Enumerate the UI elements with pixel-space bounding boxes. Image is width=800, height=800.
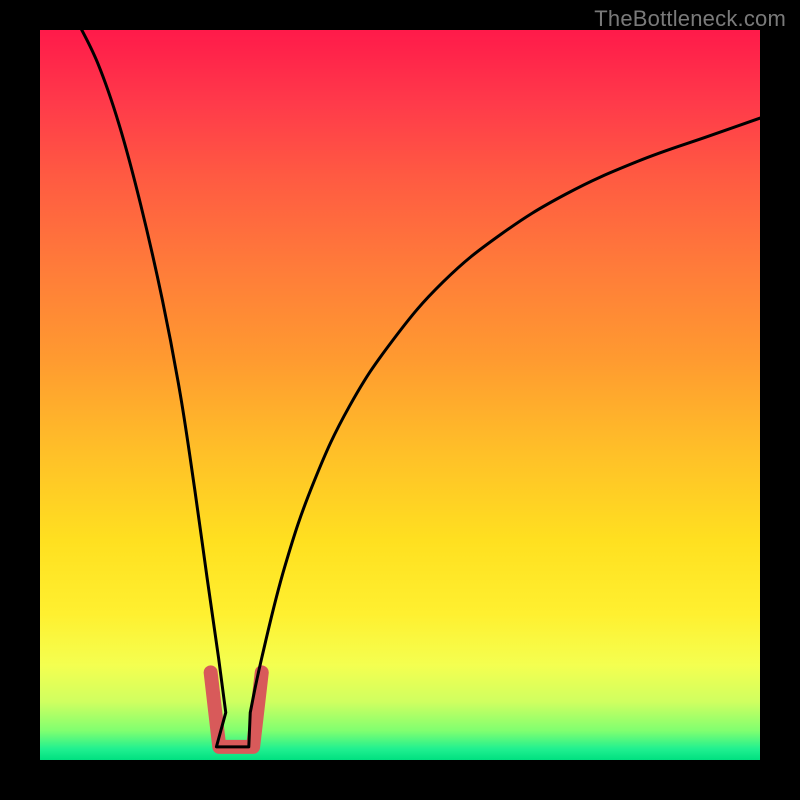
watermark-text: TheBottleneck.com (594, 6, 786, 32)
curve-line (76, 30, 760, 747)
plot-area (40, 30, 760, 760)
chart-container: TheBottleneck.com (0, 0, 800, 800)
bottleneck-curve (40, 30, 760, 760)
